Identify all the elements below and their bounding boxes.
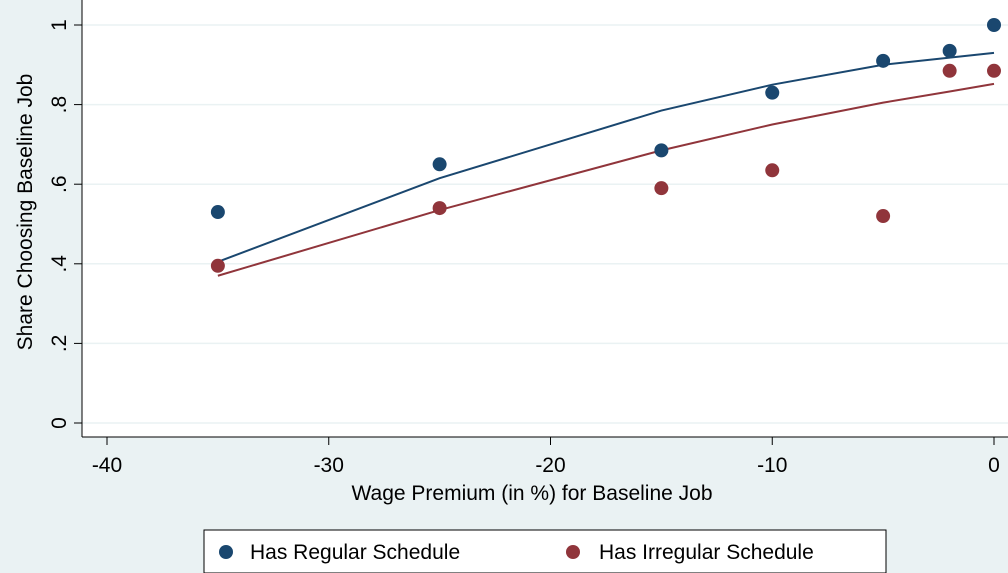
x-tick-label: -20 [535, 454, 565, 477]
y-tick-label: .4 [48, 255, 71, 273]
legend-marker-irregular [566, 545, 580, 559]
legend-label-irregular: Has Irregular Schedule [599, 541, 814, 564]
point-irregular-5 [942, 63, 957, 78]
point-irregular-1 [432, 201, 447, 216]
y-axis-label: Share Choosing Baseline Job [14, 74, 37, 351]
x-tick-label: -10 [757, 454, 787, 477]
point-regular-4 [876, 53, 891, 68]
y-tick-label: .6 [48, 175, 71, 193]
plot-area [82, 0, 1008, 437]
legend-label-regular: Has Regular Schedule [250, 541, 460, 564]
y-tick-label: 0 [48, 417, 71, 429]
point-irregular-2 [654, 181, 669, 196]
point-regular-6 [987, 18, 1001, 32]
point-regular-3 [765, 85, 780, 100]
point-regular-2 [654, 143, 669, 158]
gridlines [82, 24, 1008, 424]
y-tick-label: .2 [48, 335, 71, 353]
y-tick-label: 1 [48, 19, 71, 31]
x-tick-label: 0 [988, 454, 1000, 477]
x-axis-ticks: -40 -30 -20 -10 0 [92, 437, 1000, 477]
legend: Has Regular Schedule Has Irregular Sched… [203, 529, 887, 573]
point-regular-1 [432, 157, 447, 172]
y-axis-ticks: 0 .2 .4 .6 .8 1 [48, 19, 82, 429]
point-irregular-4 [876, 209, 891, 224]
legend-marker-regular [219, 545, 233, 559]
x-axis-label: Wage Premium (in %) for Baseline Job [351, 482, 712, 505]
point-regular-5 [942, 43, 957, 58]
x-tick-label: -30 [314, 454, 344, 477]
series-layer [210, 18, 1001, 277]
point-irregular-3 [765, 163, 780, 178]
x-tick-label: -40 [92, 454, 122, 477]
point-irregular-0 [210, 258, 225, 273]
legend-box [203, 529, 887, 573]
point-regular-0 [210, 205, 225, 220]
y-tick-label: .8 [48, 96, 71, 114]
point-irregular-6 [987, 63, 1001, 78]
